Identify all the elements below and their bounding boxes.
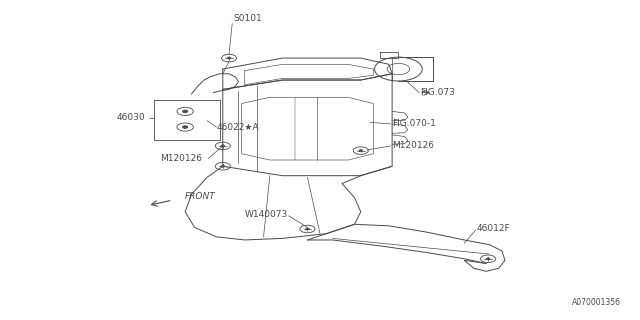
- Text: M120126: M120126: [392, 141, 434, 150]
- Circle shape: [182, 126, 188, 128]
- Text: FIG.070-1: FIG.070-1: [392, 119, 436, 128]
- Text: M120126: M120126: [160, 154, 202, 163]
- Text: FIG.073: FIG.073: [420, 88, 455, 97]
- Circle shape: [359, 150, 363, 152]
- Text: 46030: 46030: [116, 113, 145, 122]
- Circle shape: [182, 110, 188, 113]
- Circle shape: [305, 228, 309, 230]
- Circle shape: [486, 258, 490, 260]
- Text: S0101: S0101: [234, 14, 262, 23]
- Circle shape: [221, 145, 225, 147]
- Text: FRONT: FRONT: [185, 192, 216, 201]
- Text: A070001356: A070001356: [572, 298, 621, 308]
- Text: 46022★A: 46022★A: [216, 123, 259, 132]
- Text: 46012F: 46012F: [477, 225, 511, 234]
- Text: W140073: W140073: [244, 210, 288, 220]
- Circle shape: [221, 165, 225, 167]
- Circle shape: [227, 57, 231, 59]
